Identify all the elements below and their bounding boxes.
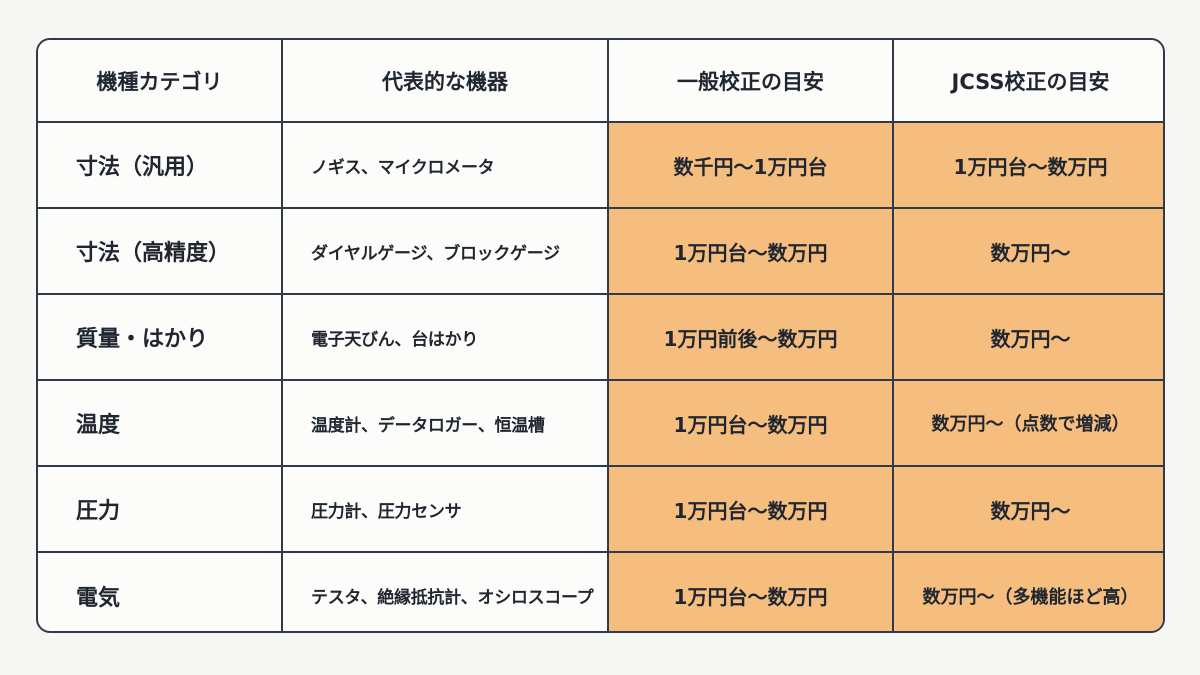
devices-cell: 電子天びん、台はかり [282, 294, 609, 381]
table-row: 温度 温度計、データロガー、恒温槽 1万円台～数万円 数万円～（点数で増減） [38, 380, 1163, 467]
devices-cell: ノギス、マイクロメータ [282, 122, 609, 209]
table-body: 寸法（汎用） ノギス、マイクロメータ 数千円～1万円台 1万円台～数万円 寸法（… [38, 122, 1163, 631]
category-cell: 温度 [38, 380, 283, 467]
jcss-price-cell: 数万円～（多機能ほど高） [893, 552, 1163, 631]
jcss-price-cell: 数万円～ [893, 466, 1163, 553]
table-header: 機種カテゴリ 代表的な機器 一般校正の目安 JCSS校正の目安 [38, 40, 1163, 123]
jcss-price-cell: 数万円～ [893, 208, 1163, 295]
devices-cell: 圧力計、圧力センサ [282, 466, 609, 553]
general-price-cell: 1万円台～数万円 [608, 380, 894, 467]
header-category: 機種カテゴリ [38, 40, 283, 123]
table-row: 質量・はかり 電子天びん、台はかり 1万円前後～数万円 数万円～ [38, 294, 1163, 381]
general-price-cell: 1万円前後～数万円 [608, 294, 894, 381]
table-row: 寸法（高精度） ダイヤルゲージ、ブロックゲージ 1万円台～数万円 数万円～ [38, 208, 1163, 295]
header-row: 機種カテゴリ 代表的な機器 一般校正の目安 JCSS校正の目安 [38, 40, 1163, 123]
calibration-cost-table: 機種カテゴリ 代表的な機器 一般校正の目安 JCSS校正の目安 寸法（汎用） ノ… [38, 40, 1163, 631]
calibration-cost-table-frame: 機種カテゴリ 代表的な機器 一般校正の目安 JCSS校正の目安 寸法（汎用） ノ… [36, 38, 1165, 633]
devices-cell: ダイヤルゲージ、ブロックゲージ [282, 208, 609, 295]
header-general-calibration: 一般校正の目安 [608, 40, 894, 123]
devices-cell: テスタ、絶縁抵抗計、オシロスコープ [282, 552, 609, 631]
category-cell: 質量・はかり [38, 294, 283, 381]
general-price-cell: 1万円台～数万円 [608, 552, 894, 631]
table-row: 寸法（汎用） ノギス、マイクロメータ 数千円～1万円台 1万円台～数万円 [38, 122, 1163, 209]
general-price-cell: 1万円台～数万円 [608, 466, 894, 553]
jcss-price-cell: 数万円～ [893, 294, 1163, 381]
category-cell: 寸法（汎用） [38, 122, 283, 209]
general-price-cell: 1万円台～数万円 [608, 208, 894, 295]
jcss-price-cell: 1万円台～数万円 [893, 122, 1163, 209]
table-row: 圧力 圧力計、圧力センサ 1万円台～数万円 数万円～ [38, 466, 1163, 553]
category-cell: 電気 [38, 552, 283, 631]
table-row: 電気 テスタ、絶縁抵抗計、オシロスコープ 1万円台～数万円 数万円～（多機能ほど… [38, 552, 1163, 631]
category-cell: 圧力 [38, 466, 283, 553]
devices-cell: 温度計、データロガー、恒温槽 [282, 380, 609, 467]
header-devices: 代表的な機器 [282, 40, 609, 123]
jcss-price-cell: 数万円～（点数で増減） [893, 380, 1163, 467]
header-jcss-calibration: JCSS校正の目安 [893, 40, 1163, 123]
general-price-cell: 数千円～1万円台 [608, 122, 894, 209]
category-cell: 寸法（高精度） [38, 208, 283, 295]
